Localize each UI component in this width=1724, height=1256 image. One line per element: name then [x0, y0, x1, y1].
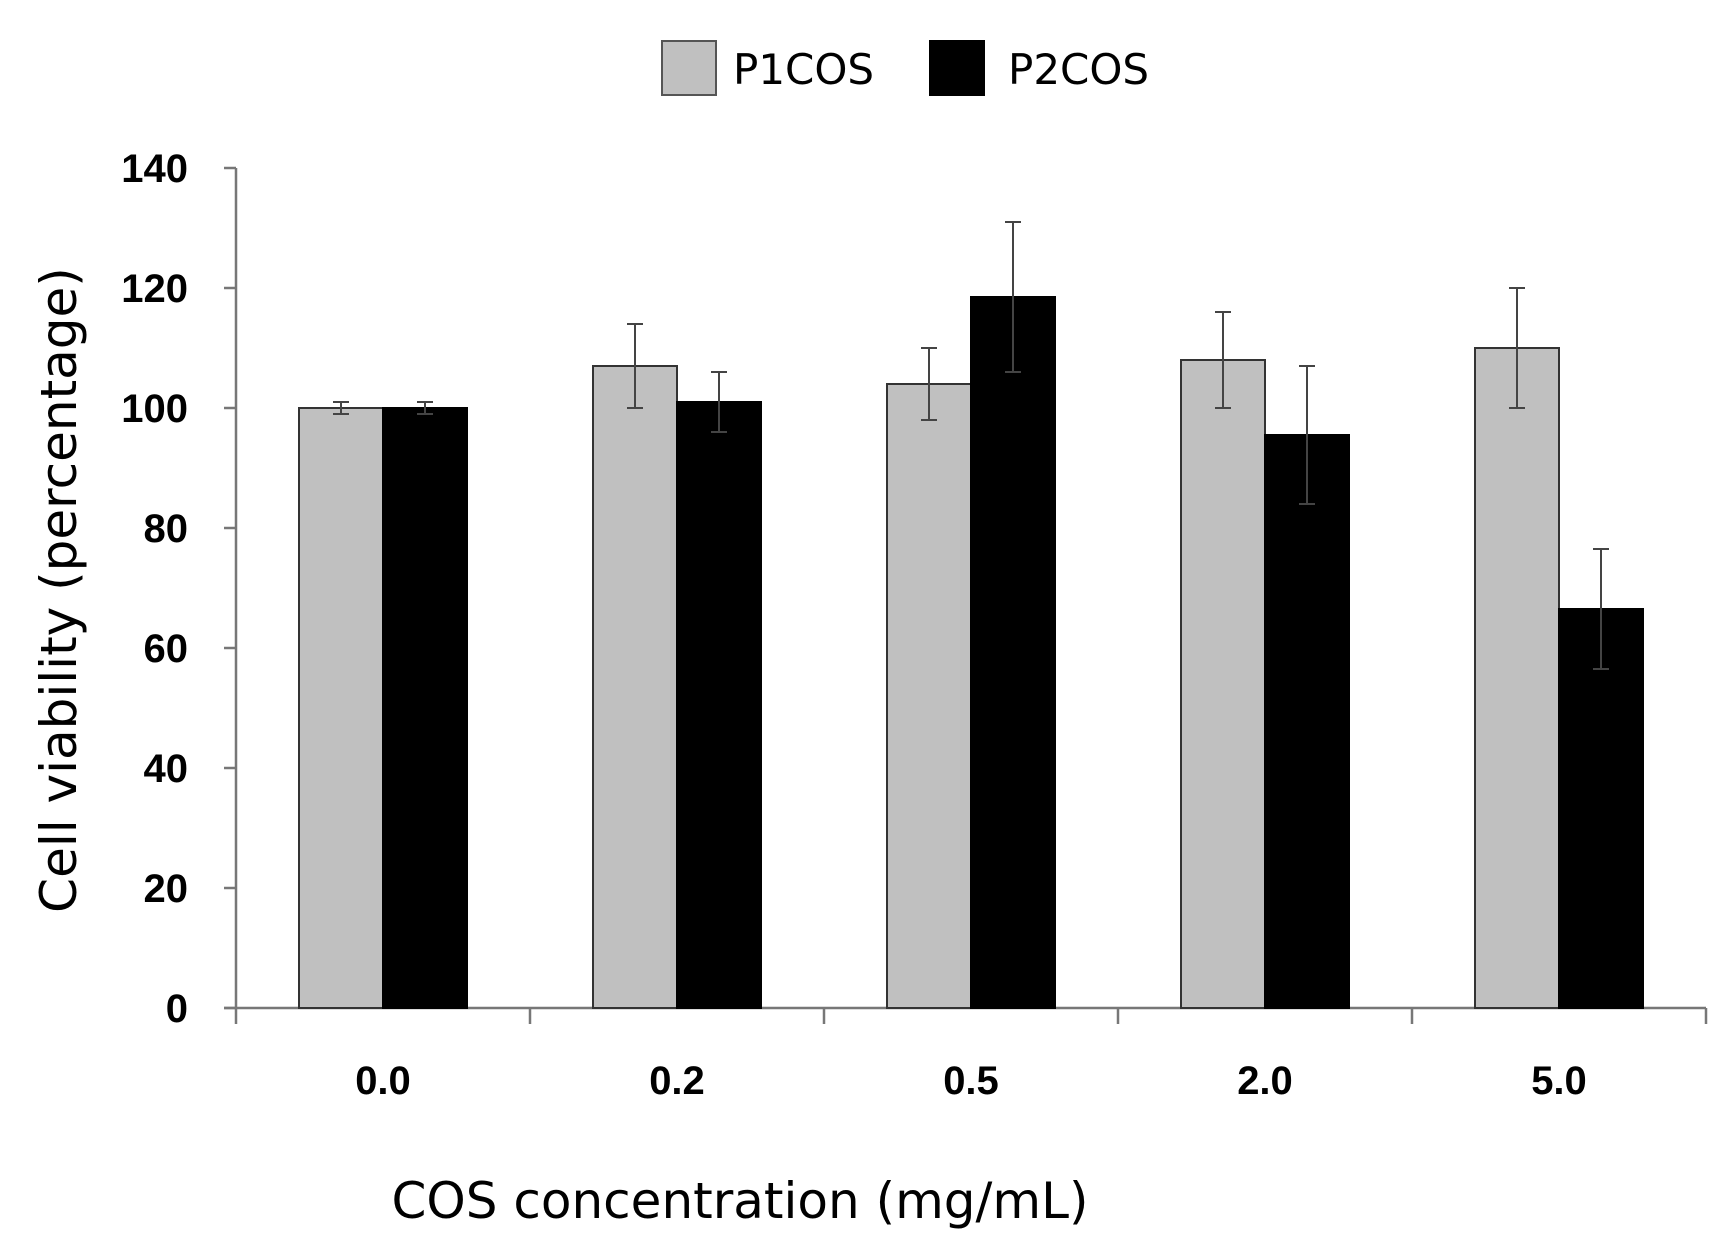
bar-p1cos [886, 383, 972, 1009]
bar-p2cos [1264, 434, 1350, 1009]
y-tick-label: 40 [144, 747, 189, 791]
legend-label-p2cos: P2COS [1008, 45, 1149, 94]
y-tick-label: 100 [121, 387, 188, 431]
y-tick-label: 120 [121, 267, 188, 311]
bar-p1cos [592, 365, 678, 1009]
error-bars [333, 221, 1609, 670]
bar-p2cos [676, 401, 762, 1009]
legend-swatch-p1cos [661, 40, 717, 96]
y-tick-label: 20 [144, 867, 189, 911]
x-tick-label: 2.0 [1237, 1059, 1293, 1103]
y-tick-label: 0 [166, 987, 188, 1031]
y-axis-title: Cell viability (percentage) [30, 267, 88, 913]
bar-p2cos [1558, 608, 1644, 1009]
x-tick-label: 0.2 [649, 1059, 705, 1103]
legend-label-p1cos: P1COS [733, 45, 874, 94]
bar-p1cos [1180, 359, 1266, 1009]
x-tick-label: 0.5 [943, 1059, 999, 1103]
legend: P1COS P2COS [661, 40, 1149, 96]
y-tick-label: 80 [144, 507, 189, 551]
y-axis-ticks: 0 20 40 60 80 100 120 140 [121, 147, 236, 1031]
bar-p1cos [1474, 347, 1560, 1009]
x-tick-label: 0.0 [355, 1059, 411, 1103]
x-tick-label: 5.0 [1531, 1059, 1587, 1103]
legend-swatch-p2cos [929, 40, 985, 96]
bars [298, 296, 1644, 1009]
x-axis-title: COS concentration (mg/mL) [392, 1172, 1089, 1230]
x-axis-ticks: 0.0 0.2 0.5 2.0 5.0 [234, 1008, 1708, 1103]
bar-p1cos [298, 407, 384, 1009]
y-tick-label: 140 [121, 147, 188, 191]
y-tick-label: 60 [144, 627, 189, 671]
bar-p2cos [970, 296, 1056, 1009]
bar-p2cos [382, 407, 468, 1009]
